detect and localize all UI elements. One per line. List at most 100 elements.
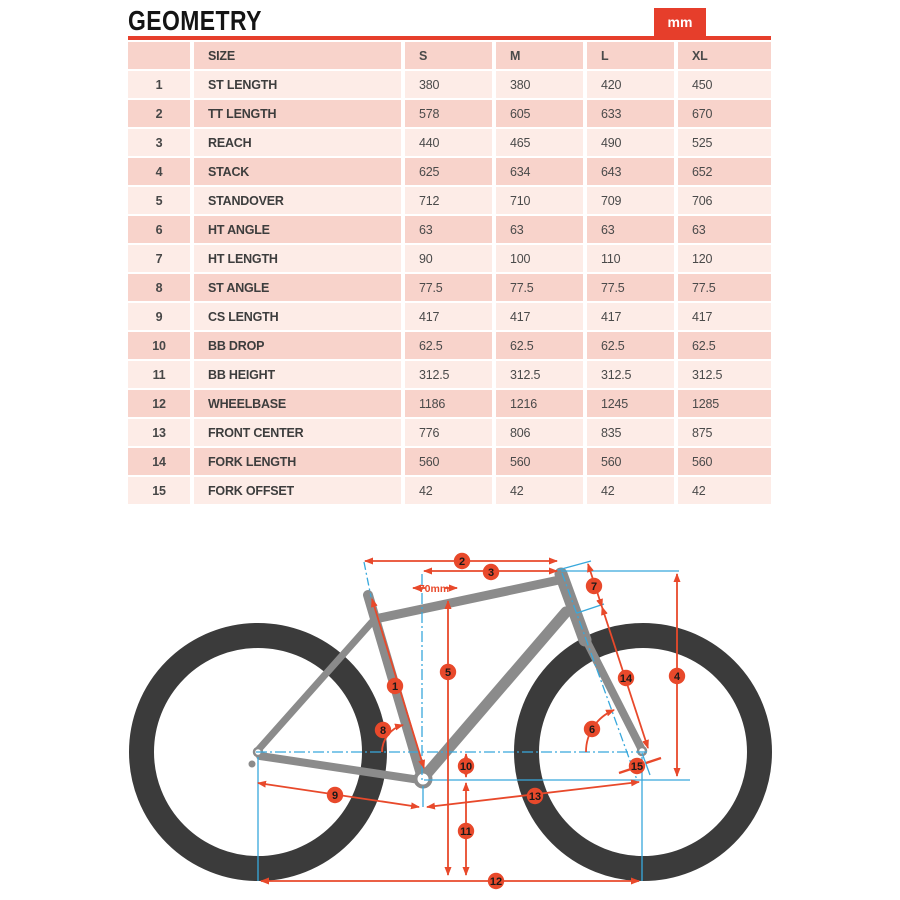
row-number: 4 (128, 158, 190, 185)
row-number: 5 (128, 187, 190, 214)
table-row: 15 FORK OFFSET 42 42 42 42 (128, 477, 771, 504)
unit-badge-mm[interactable]: mm (654, 8, 706, 36)
table-body: 1 ST LENGTH 380 380 420 450 2 TT LENGTH 578 605 63… (128, 71, 771, 504)
row-value-m: 100 (496, 245, 583, 272)
row-value-l: 77.5 (587, 274, 674, 301)
table-row: 7 HT LENGTH 90 100 110 120 (128, 245, 771, 272)
row-label: HT LENGTH (194, 245, 401, 272)
table-row: 14 FORK LENGTH 560 560 560 560 (128, 448, 771, 475)
callout-1: 1 (386, 677, 404, 695)
row-value-xl: 312.5 (678, 361, 771, 388)
row-value-m: 312.5 (496, 361, 583, 388)
row-value-s: 1186 (405, 390, 492, 417)
axle-parallel-line (641, 752, 651, 776)
bottom-bracket (413, 769, 433, 789)
row-value-s: 380 (405, 71, 492, 98)
seat-tube-axis (363, 561, 372, 598)
row-value-m: 1216 (496, 390, 583, 417)
row-value-l: 835 (587, 419, 674, 446)
row-value-xl: 525 (678, 129, 771, 156)
row-value-xl: 875 (678, 419, 771, 446)
row-value-s: 90 (405, 245, 492, 272)
dim-fork-offset-tick-right (645, 756, 662, 765)
table-row: 8 ST ANGLE 77.5 77.5 77.5 77.5 (128, 274, 771, 301)
table-row: 5 STANDOVER 712 710 709 706 (128, 187, 771, 214)
callout-10: 10 (457, 757, 475, 775)
row-number: 7 (128, 245, 190, 272)
row-value-s: 417 (405, 303, 492, 330)
row-value-m: 62.5 (496, 332, 583, 359)
row-number: 8 (128, 274, 190, 301)
page-title: GEOMETRY (128, 5, 262, 36)
callout-3: 3 (482, 563, 500, 581)
headtube-top-tick (557, 560, 592, 571)
row-number: 3 (128, 129, 190, 156)
table-row: 4 STACK 625 634 643 652 (128, 158, 771, 185)
table-header-row: SIZE S M L XL (128, 42, 771, 69)
headtube-bottom-tick (576, 603, 605, 614)
row-label: STANDOVER (194, 187, 401, 214)
table-row: 13 FRONT CENTER 776 806 835 875 (128, 419, 771, 446)
svg-text:14: 14 (620, 673, 633, 685)
row-value-m: 63 (496, 216, 583, 243)
row-value-l: 110 (587, 245, 674, 272)
row-label: TT LENGTH (194, 100, 401, 127)
svg-text:12: 12 (490, 876, 502, 888)
callout-4: 4 (668, 667, 686, 685)
row-value-m: 380 (496, 71, 583, 98)
callout-14: 14 (617, 669, 635, 687)
header-m: M (496, 42, 583, 69)
bike-geometry-diagram: 70mm 1 2 3 4 5 6 7 8 9 10 11 12 13 14 15 (129, 552, 772, 890)
row-value-m: 560 (496, 448, 583, 475)
row-label: FORK LENGTH (194, 448, 401, 475)
row-number: 1 (128, 71, 190, 98)
rear-dropout-dot (248, 760, 256, 768)
row-value-s: 625 (405, 158, 492, 185)
chainstay-tube (256, 752, 424, 784)
callout-9: 9 (326, 786, 344, 804)
svg-text:9: 9 (332, 790, 338, 802)
title-underline (128, 36, 771, 40)
row-value-xl: 62.5 (678, 332, 771, 359)
callout-6: 6 (583, 720, 601, 738)
row-value-s: 62.5 (405, 332, 492, 359)
header-blank (128, 42, 190, 69)
row-value-l: 420 (587, 71, 674, 98)
row-value-xl: 670 (678, 100, 771, 127)
svg-text:1: 1 (392, 681, 398, 693)
row-value-l: 62.5 (587, 332, 674, 359)
row-value-xl: 77.5 (678, 274, 771, 301)
row-label: FRONT CENTER (194, 419, 401, 446)
row-value-s: 312.5 (405, 361, 492, 388)
callout-7: 7 (585, 577, 603, 595)
svg-text:8: 8 (380, 725, 386, 737)
row-value-m: 465 (496, 129, 583, 156)
row-value-s: 440 (405, 129, 492, 156)
row-value-xl: 652 (678, 158, 771, 185)
svg-text:7: 7 (591, 581, 597, 593)
row-number: 6 (128, 216, 190, 243)
row-value-l: 633 (587, 100, 674, 127)
table-row: 11 BB HEIGHT 312.5 312.5 312.5 312.5 (128, 361, 771, 388)
stem-offset-label: 70mm (419, 583, 449, 595)
table-row: 9 CS LENGTH 417 417 417 417 (128, 303, 771, 330)
row-value-xl: 706 (678, 187, 771, 214)
callout-12: 12 (487, 872, 505, 890)
svg-text:4: 4 (674, 671, 681, 683)
row-number: 10 (128, 332, 190, 359)
svg-text:10: 10 (460, 761, 472, 773)
table-row: 1 ST LENGTH 380 380 420 450 (128, 71, 771, 98)
svg-text:13: 13 (529, 791, 541, 803)
row-label: BB DROP (194, 332, 401, 359)
row-label: FORK OFFSET (194, 477, 401, 504)
row-value-s: 560 (405, 448, 492, 475)
row-number: 9 (128, 303, 190, 330)
table-row: 2 TT LENGTH 578 605 633 670 (128, 100, 771, 127)
row-value-s: 578 (405, 100, 492, 127)
row-number: 15 (128, 477, 190, 504)
row-label: ST LENGTH (194, 71, 401, 98)
row-value-xl: 42 (678, 477, 771, 504)
row-value-l: 560 (587, 448, 674, 475)
row-label: CS LENGTH (194, 303, 401, 330)
